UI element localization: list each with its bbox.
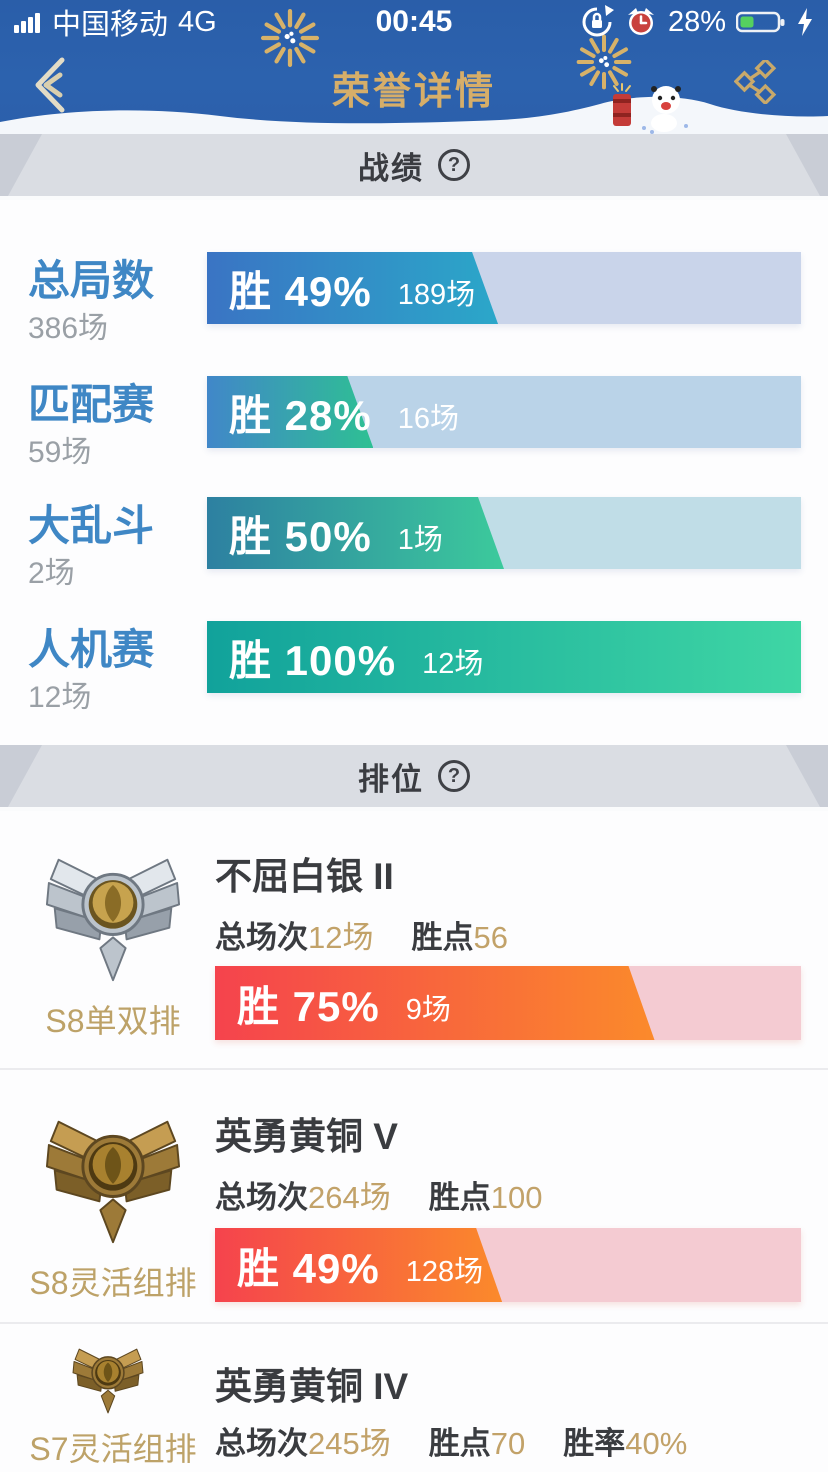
tier-title: 不屈白银 II [215, 856, 394, 897]
stat-label: 总场次 [215, 1180, 308, 1215]
bar-fill [215, 966, 655, 1040]
stat-label: 胜点 [411, 920, 474, 955]
stat-label: 总场次 [215, 1426, 308, 1461]
mode-total-games: 59场 [28, 436, 92, 469]
status-bar: 中国移动 4G 00:45 28% [0, 4, 828, 41]
help-glyph: ? [447, 764, 461, 787]
win-games-label: 12场 [422, 648, 484, 680]
stat-row-bot: 人机赛 12场 胜 100% 12场 [0, 616, 828, 714]
season-label: S7灵活组排 [29, 1431, 197, 1467]
ranked-section-title: 排位 [358, 761, 424, 797]
mode-total-games: 12场 [28, 681, 92, 714]
win-games-label: 1场 [397, 524, 443, 556]
stat-value: 40% [625, 1426, 688, 1461]
divider [0, 1322, 828, 1324]
charging-icon [798, 8, 812, 36]
battery-icon [736, 11, 785, 33]
help-icon[interactable]: ? [438, 760, 470, 792]
win-percent-label: 胜 50% [229, 512, 372, 560]
tier-title: 英勇黄铜 IV [215, 1366, 409, 1407]
share-icon[interactable] [734, 60, 778, 104]
win-percent-label: 胜 28% [229, 391, 372, 439]
win-percent-label: 胜 49% [237, 1244, 380, 1292]
help-glyph: ? [447, 153, 461, 176]
divider [0, 1068, 828, 1070]
mode-total-games: 2场 [28, 557, 75, 590]
win-games-label: 189场 [397, 279, 476, 311]
firecracker-icon [613, 83, 631, 126]
mode-label: 总局数 [28, 257, 155, 304]
stat-label: 胜点 [428, 1180, 491, 1215]
win-rate-bar: 胜 50% 1场 [207, 497, 801, 569]
bar-fill [207, 621, 801, 693]
rank-badge-bronze [40, 1112, 186, 1248]
stat-value: 56 [473, 920, 508, 955]
win-rate-bar: 胜 49% 189场 [207, 252, 801, 324]
alarm-clock-icon [627, 8, 654, 35]
rotation-lock-icon [582, 5, 614, 37]
help-icon[interactable]: ? [438, 149, 470, 181]
mode-label: 大乱斗 [28, 502, 155, 549]
win-games-label: 16场 [397, 403, 459, 435]
stat-value: 12场 [308, 920, 374, 955]
win-percent-label: 胜 49% [229, 267, 372, 315]
mode-label: 人机赛 [28, 626, 155, 673]
bar-fill [207, 376, 373, 448]
mode-total-games: 386场 [28, 312, 109, 345]
rank-badge-silver [40, 850, 186, 986]
stat-label: 胜点 [428, 1426, 491, 1461]
bar-fill [215, 1228, 502, 1302]
stat-label: 胜率 [563, 1426, 626, 1461]
bar-fill [207, 252, 498, 324]
ranked-section-header: 排位 ? [0, 745, 828, 811]
win-rate-bar: 胜 100% 12场 [207, 621, 801, 693]
win-percent-label: 胜 100% [229, 636, 397, 684]
rank-badge-bronze [70, 1344, 146, 1416]
rank-stats-line: 总场次 245场 胜点 70 胜率 40% [215, 1418, 687, 1463]
stat-value: 100 [490, 1180, 543, 1215]
season-label: S8灵活组排 [29, 1265, 197, 1301]
signal-icon [14, 12, 40, 33]
tier-title: 英勇黄铜 V [215, 1116, 398, 1157]
stat-value: 70 [490, 1426, 526, 1461]
win-rate-bar: 胜 28% 16场 [207, 376, 801, 448]
win-games-label: 9场 [405, 994, 451, 1026]
app-header: 中国移动 4G 00:45 28% [0, 0, 828, 134]
snow-hill [0, 96, 828, 134]
back-icon[interactable] [30, 56, 70, 114]
stat-value: 264场 [308, 1180, 391, 1215]
win-percent-label: 胜 75% [237, 982, 380, 1030]
carrier-label: 中国移动 [52, 9, 169, 41]
bar-fill [207, 497, 504, 569]
mode-label: 匹配赛 [28, 381, 155, 428]
stat-row-match: 匹配赛 59场 胜 28% 16场 [0, 371, 828, 469]
network-label: 4G [178, 5, 217, 38]
stat-label: 总场次 [215, 920, 308, 955]
stats-section-header: 战绩 ? [0, 134, 828, 200]
rank-stats-line: 总场次 264场 胜点 100 [215, 1172, 542, 1217]
season-label: S8单双排 [45, 1003, 181, 1039]
stat-row-aram: 大乱斗 2场 胜 50% 1场 [0, 492, 828, 590]
battery-percent-label: 28% [667, 5, 726, 38]
win-rate-bar: 胜 49% 128场 [215, 1228, 801, 1302]
stat-row-total: 总局数 386场 胜 49% 189场 [0, 247, 828, 345]
snowman-icon [642, 86, 688, 134]
win-rate-bar: 胜 75% 9场 [215, 966, 801, 1040]
clock-label: 00:45 [375, 5, 453, 38]
rank-stats-line: 总场次 12场 胜点 56 [215, 912, 508, 957]
win-games-label: 128场 [405, 1256, 484, 1288]
page-title: 荣誉详情 [331, 71, 496, 113]
stats-section-title: 战绩 [358, 150, 424, 186]
stat-value: 245场 [308, 1426, 391, 1461]
